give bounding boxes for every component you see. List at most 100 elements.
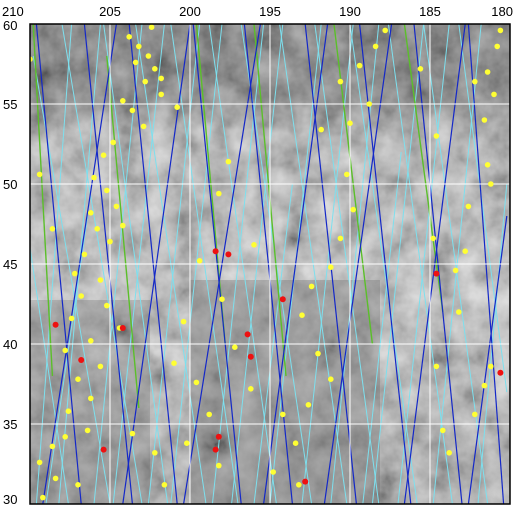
light-blue-track: [458, 24, 508, 393]
grid-lines: [30, 24, 510, 504]
yellow-point: [174, 104, 180, 110]
yellow-point: [488, 181, 494, 187]
yellow-point: [158, 75, 164, 82]
yellow-point: [94, 226, 100, 232]
yellow-point: [328, 376, 334, 383]
yellow-point: [251, 242, 257, 248]
yellow-point: [472, 411, 478, 418]
yellow-point: [49, 443, 56, 450]
yellow-point: [81, 251, 88, 258]
red-point: [212, 446, 219, 453]
red-point: [52, 321, 59, 328]
yellow-point: [120, 98, 126, 104]
yellow-point: [62, 347, 68, 354]
x-tick-label: 205: [99, 4, 121, 19]
yellow-point: [484, 162, 491, 168]
y-tick-label: 40: [3, 337, 17, 352]
red-point: [247, 353, 254, 360]
yellow-point: [216, 462, 222, 469]
light-blue-track: [30, 247, 69, 504]
yellow-point: [142, 78, 148, 85]
y-tick-label: 50: [3, 177, 17, 192]
x-tick-labels: 210 205 200 195 190 185 180: [2, 4, 513, 19]
x-tick-label: 180: [491, 4, 513, 19]
yellow-point: [107, 238, 113, 245]
yellow-point: [225, 158, 232, 165]
yellow-point: [417, 66, 424, 72]
yellow-point: [430, 235, 437, 242]
yellow-point: [232, 344, 238, 351]
yellow-point: [296, 482, 302, 488]
yellow-point: [462, 248, 469, 254]
red-point: [279, 296, 286, 303]
x-tick-label: 195: [259, 4, 281, 19]
yellow-point: [40, 494, 46, 501]
yellow-point: [72, 270, 78, 277]
y-tick-label: 30: [3, 492, 17, 507]
red-point: [100, 446, 107, 453]
x-tick-label: 200: [179, 4, 201, 19]
yellow-point: [129, 107, 136, 114]
yellow-point: [347, 120, 353, 126]
red-point: [119, 325, 126, 331]
light-blue-track: [362, 151, 402, 504]
red-point: [78, 357, 85, 363]
yellow-point: [36, 171, 43, 178]
yellow-point: [488, 363, 494, 370]
yellow-point: [433, 363, 440, 370]
yellow-point: [88, 395, 94, 402]
yellow-point: [120, 222, 126, 229]
yellow-point: [129, 430, 136, 437]
yellow-point: [180, 318, 187, 325]
yellow-point: [52, 475, 59, 482]
yellow-point: [136, 43, 142, 50]
yellow-point: [36, 459, 43, 466]
yellow-point: [148, 24, 155, 31]
yellow-point: [328, 264, 334, 271]
red-point: [215, 433, 222, 440]
yellow-point: [318, 126, 325, 133]
red-point: [302, 478, 309, 485]
yellow-point: [440, 427, 446, 434]
red-point: [433, 270, 440, 277]
red-point: [244, 331, 251, 338]
yellow-point: [75, 376, 81, 383]
y-tick-labels: 60 55 50 45 40 35 30: [3, 18, 17, 507]
yellow-point: [497, 27, 504, 34]
red-point: [497, 369, 504, 376]
yellow-point: [280, 411, 286, 418]
yellow-point: [484, 69, 491, 75]
yellow-point: [110, 139, 116, 146]
yellow-point: [382, 27, 389, 34]
yellow-point: [372, 43, 379, 50]
yellow-point: [472, 78, 478, 85]
x-tick-label: 190: [339, 4, 361, 19]
yellow-point: [152, 450, 158, 456]
yellow-point: [132, 59, 139, 66]
y-tick-label: 55: [3, 97, 17, 112]
yellow-point: [152, 66, 158, 72]
y-tick-label: 45: [3, 257, 17, 272]
yellow-point: [452, 267, 459, 274]
yellow-point: [104, 187, 110, 194]
yellow-point: [308, 283, 315, 290]
yellow-point: [97, 363, 104, 370]
yellow-point: [126, 34, 132, 40]
yellow-point: [84, 427, 91, 434]
yellow-point: [446, 450, 453, 456]
yellow-point: [206, 411, 212, 418]
yellow-point: [305, 402, 312, 408]
yellow-point: [161, 482, 168, 488]
yellow-point: [62, 434, 68, 440]
x-tick-label: 210: [2, 4, 24, 19]
yellow-point: [113, 203, 120, 210]
yellow-point: [491, 91, 497, 98]
yellow-point: [494, 43, 501, 50]
yellow-point: [481, 382, 488, 389]
yellow-point: [68, 315, 75, 322]
yellow-point: [171, 360, 177, 367]
yellow-point: [433, 133, 440, 139]
yellow-point: [292, 440, 299, 447]
yellow-point: [216, 190, 222, 197]
